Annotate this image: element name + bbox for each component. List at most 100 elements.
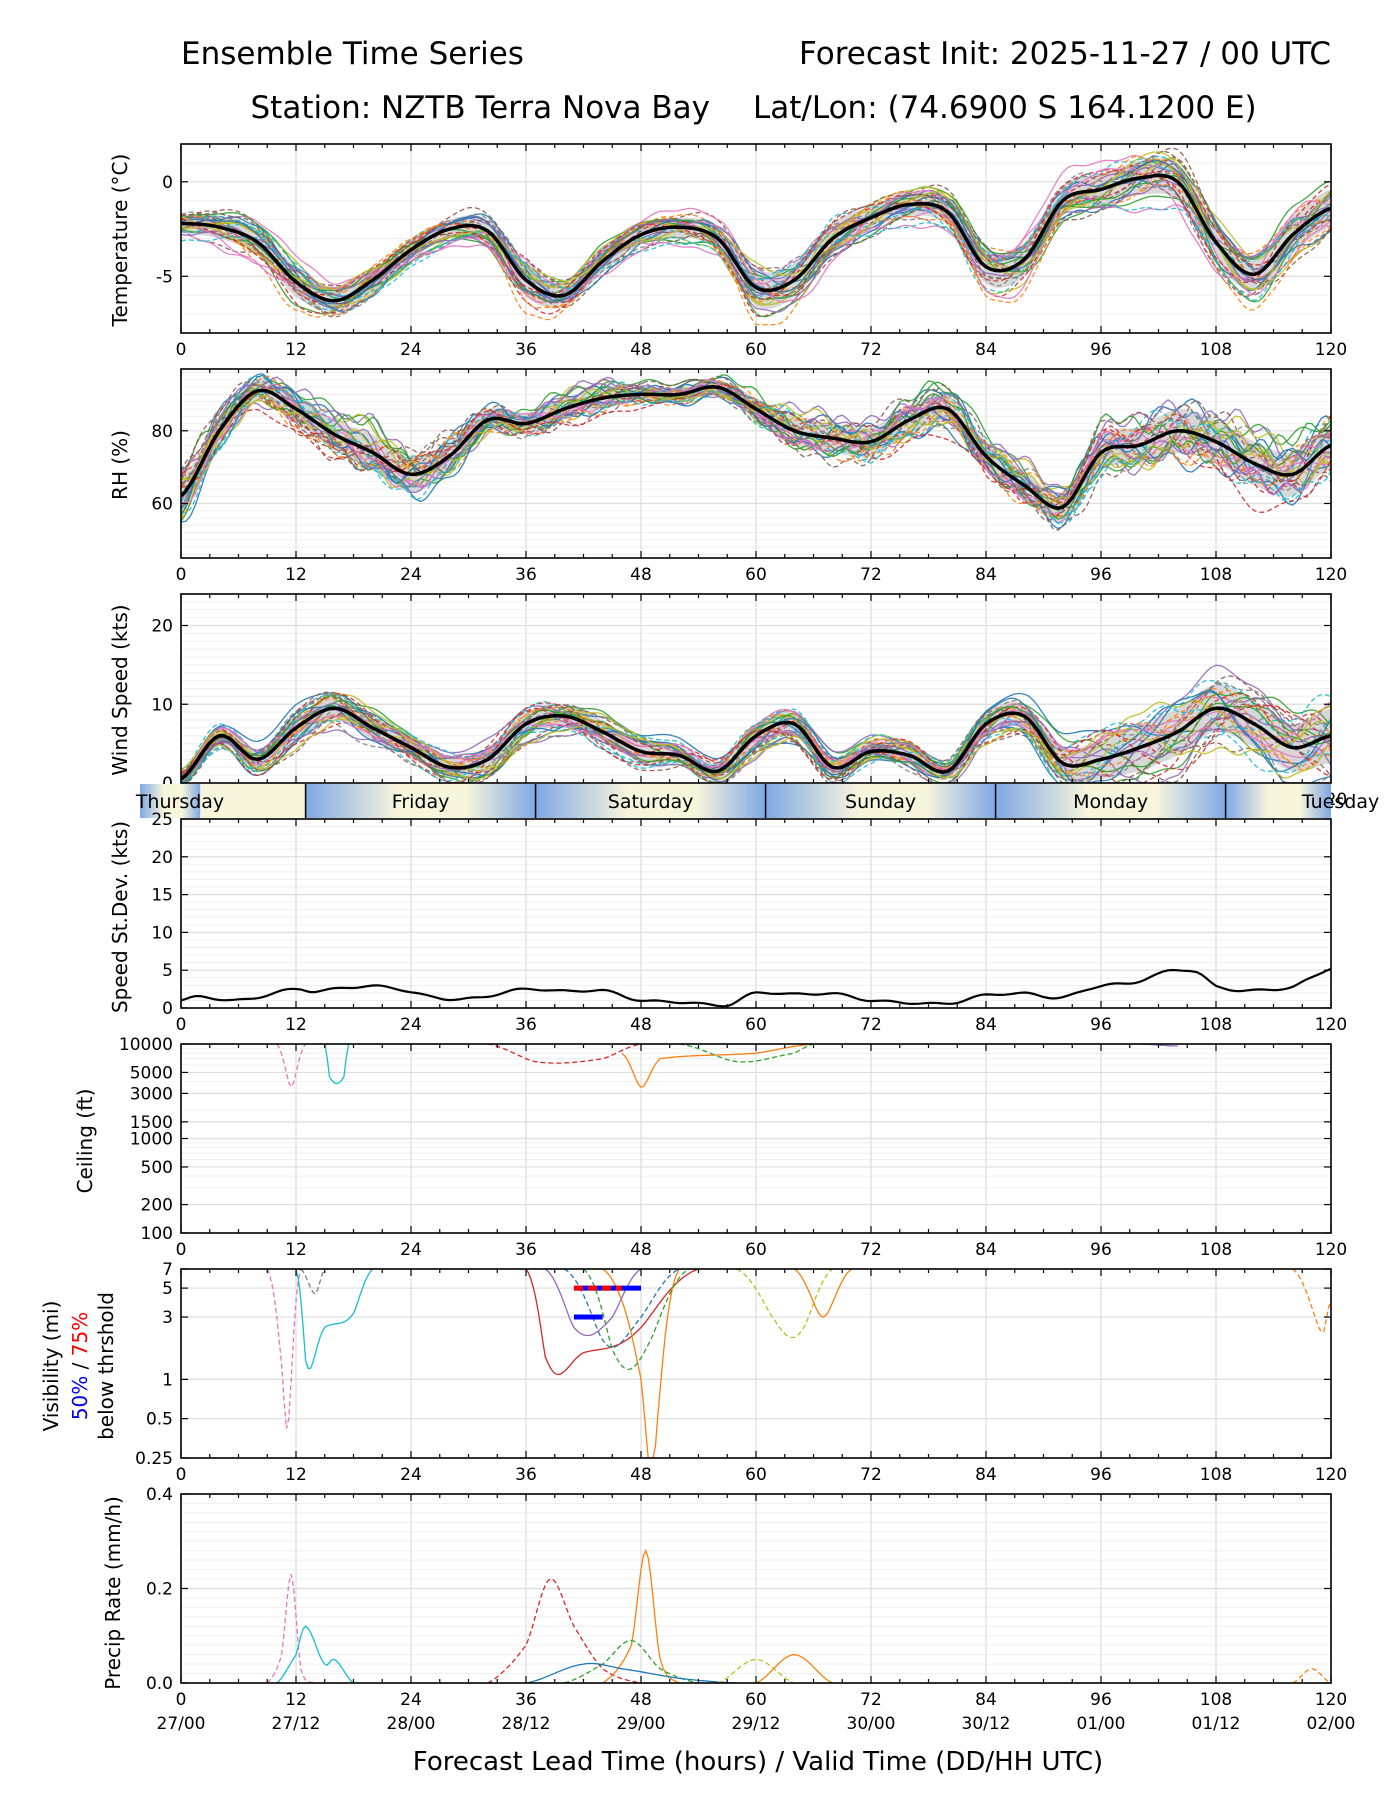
x-tick-label: 108: [1200, 1690, 1232, 1710]
y-tick-label: 100: [141, 1224, 173, 1244]
ensemble-member-line: [181, 387, 1331, 503]
x-tick-label: 60: [745, 1015, 767, 1035]
ensemble-member-line: [181, 700, 1331, 780]
valid-time-label: 02/00: [1307, 1714, 1356, 1734]
title-right-line1: Forecast Init: 2025-11-27 / 00 UTC: [799, 36, 1331, 72]
valid-time-label: 28/00: [387, 1714, 436, 1734]
ensemble-member-line: [181, 681, 1331, 783]
ensemble-member-line: [181, 378, 1331, 509]
y-tick-label: 5: [162, 1279, 173, 1299]
member-line: [276, 1044, 307, 1089]
y-tick-label: 0.2: [146, 1580, 173, 1600]
ensemble-member-line: [181, 192, 1331, 301]
visibility-pct-ylabel: 50% / 75%: [68, 1312, 92, 1420]
day-label: Monday: [1073, 791, 1148, 813]
y-tick-label: 1500: [130, 1113, 173, 1133]
wind-ylabel: Wind Speed (kts): [108, 604, 132, 775]
ensemble-member-line: [181, 170, 1331, 318]
y-tick-label: 200: [141, 1196, 173, 1216]
member-line: [793, 1269, 853, 1318]
x-tick-label: 96: [1090, 1240, 1112, 1260]
vis-75-label: 75%: [68, 1312, 92, 1356]
day-band-segment: [535, 784, 766, 818]
x-tick-label: 0: [176, 1015, 187, 1035]
y-tick-label: 80: [151, 422, 173, 442]
ensemble-member-line: [181, 151, 1331, 291]
member-line: [1292, 1269, 1331, 1333]
day-label: Tuesday: [1301, 791, 1379, 813]
x-tick-label: 72: [860, 1465, 882, 1485]
x-tick-label: 12: [285, 340, 307, 360]
ensemble-member-line: [181, 696, 1331, 783]
ensemble-member-line: [181, 702, 1331, 783]
ensemble-member-line: [181, 386, 1331, 524]
member-line: [295, 1269, 374, 1370]
x-tick-label: 48: [630, 1015, 652, 1035]
member-line: [525, 1662, 737, 1683]
y-tick-label: 0: [162, 173, 173, 193]
member-line: [755, 1654, 833, 1683]
x-tick-label: 36: [515, 1465, 537, 1485]
x-tick-label: 108: [1200, 1240, 1232, 1260]
ensemble-member-line: [181, 380, 1331, 499]
valid-time-label: 30/12: [962, 1714, 1011, 1734]
member-line: [266, 1574, 316, 1683]
y-tick-label: 15: [151, 886, 173, 906]
temperature-panel: 0 12 24 36 48 60 72 84 96 108 120 0 -5: [156, 143, 1347, 360]
precip-panel: 0 27/00 12 27/12 24 28/00 36 28/12 48 29/00 60 29/1…: [146, 1485, 1356, 1734]
x-tick-label: 0: [176, 340, 187, 360]
x-tick-label: 36: [515, 1015, 537, 1035]
x-tick-label: 0: [176, 565, 187, 585]
valid-time-label: 27/00: [157, 1714, 206, 1734]
x-tick-label: 48: [630, 1690, 652, 1710]
x-tick-label: 12: [285, 1240, 307, 1260]
x-tick-label: 24: [400, 565, 422, 585]
x-tick-label: 72: [860, 340, 882, 360]
x-tick-label: 120: [1315, 1465, 1347, 1485]
y-tick-label: 3: [162, 1308, 173, 1328]
precip-ylabel: Precip Rate (mm/h): [101, 1496, 125, 1690]
day-label: Saturday: [608, 791, 694, 813]
member-line: [679, 1044, 814, 1063]
valid-time-label: 27/12: [272, 1714, 321, 1734]
ensemble-member-line: [181, 692, 1331, 783]
member-line: [324, 1044, 350, 1085]
ensemble-member-line: [181, 379, 1331, 490]
ensemble-member-line: [181, 167, 1331, 303]
member-line: [300, 1269, 326, 1296]
x-tick-label: 108: [1200, 1015, 1232, 1035]
day-band-segment: [140, 784, 201, 818]
day-label: Friday: [392, 791, 450, 813]
valid-time-label: 28/12: [502, 1714, 551, 1734]
valid-time-label: 01/12: [1192, 1714, 1241, 1734]
plot-content: [181, 147, 1331, 326]
x-tick-label: 108: [1200, 1465, 1232, 1485]
plot-content: [266, 1269, 1331, 1458]
x-tick-label: 12: [285, 1015, 307, 1035]
ensemble-member-line: [181, 689, 1331, 783]
x-tick-label: 60: [745, 1240, 767, 1260]
y-tick-label: 20: [151, 617, 173, 637]
x-tick-label: 48: [630, 1465, 652, 1485]
member-line: [736, 1269, 834, 1339]
y-tick-label: 0.4: [146, 1485, 173, 1505]
x-tick-label: 84: [975, 565, 997, 585]
ensemble-member-line: [181, 150, 1331, 305]
x-tick-label: 72: [860, 1015, 882, 1035]
x-tick-label: 36: [515, 1690, 537, 1710]
day-band-segment: [765, 784, 996, 818]
y-tick-label: 0.25: [135, 1449, 173, 1469]
member-line: [487, 1578, 642, 1683]
x-tick-label: 48: [630, 565, 652, 585]
x-tick-label: 120: [1315, 565, 1347, 585]
x-tick-label: 72: [860, 1240, 882, 1260]
temperature-ylabel: Temperature (°C): [108, 154, 132, 328]
x-tick-label: 60: [745, 1465, 767, 1485]
title-right-line2: Lat/Lon: (74.6900 S 164.1200 E): [753, 90, 1257, 126]
rh-panel: 0 12 24 36 48 60 72 84 96 108 120 60 80: [151, 368, 1347, 585]
ensemble-member-line: [181, 374, 1331, 512]
day-band: Thursday Friday Saturday Sunday Monday Tuesda…: [135, 784, 1379, 818]
y-tick-label: 10: [151, 923, 173, 943]
x-tick-label: 108: [1200, 565, 1232, 585]
